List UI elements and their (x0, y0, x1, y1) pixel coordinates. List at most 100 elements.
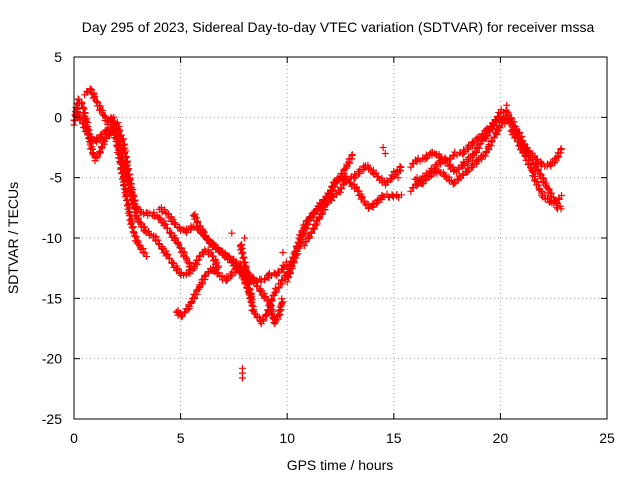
data-point (337, 185, 345, 192)
data-point (372, 169, 380, 177)
series-track-m (507, 126, 566, 207)
data-point (88, 133, 96, 141)
data-point (166, 254, 174, 262)
x-tick-label: 10 (279, 430, 295, 446)
data-point (214, 243, 222, 251)
data-point (384, 178, 392, 186)
data-point (518, 144, 526, 152)
data-point (200, 229, 208, 237)
y-axis-label: SDTVAR / TECUs (5, 182, 21, 294)
x-axis-label: GPS time / hours (287, 457, 394, 473)
data-point (262, 293, 270, 301)
data-point (534, 166, 542, 174)
data-point (533, 155, 541, 163)
series-track-n (379, 101, 526, 182)
data-point (409, 160, 417, 168)
data-point (374, 173, 382, 181)
data-point (310, 209, 318, 217)
y-tick-label: -20 (42, 351, 62, 367)
data-point (542, 181, 550, 189)
chart-title: Day 295 of 2023, Sidereal Day-to-day VTE… (82, 19, 595, 35)
x-tick-labels: 0 5 10 15 20 25 (70, 430, 615, 446)
data-point (373, 172, 381, 180)
data-point (440, 171, 448, 179)
data-point (213, 259, 221, 267)
data-point (284, 273, 292, 281)
data-point (219, 249, 227, 257)
data-point (171, 219, 179, 227)
data-point (238, 249, 246, 257)
x-tick-label: 20 (493, 430, 509, 446)
y-tick-label: 0 (54, 109, 62, 125)
y-tick-label: -25 (42, 411, 62, 427)
data-point (111, 118, 119, 126)
data-point (184, 306, 192, 314)
data-point (348, 152, 356, 160)
data-point (481, 152, 489, 160)
data-point (120, 165, 128, 173)
data-point (396, 163, 404, 171)
data-point (276, 307, 284, 315)
data-point (77, 115, 85, 123)
data-point (78, 119, 86, 127)
data-point (558, 192, 566, 200)
data-point (288, 263, 296, 271)
data-point (353, 183, 361, 191)
data-point (526, 163, 534, 171)
data-point (123, 177, 131, 185)
data-point (297, 236, 305, 244)
data-point (239, 254, 247, 262)
data-point (262, 311, 270, 319)
data-point (289, 258, 297, 266)
data-point (483, 131, 491, 139)
y-tick-label: -5 (50, 170, 63, 186)
plot-frame (73, 56, 608, 420)
data-point (242, 270, 250, 278)
data-point (501, 113, 509, 121)
data-point (232, 260, 240, 268)
data-point (244, 281, 252, 289)
x-tick-label: 15 (386, 430, 402, 446)
y-tick-label: -10 (42, 230, 62, 246)
data-point (194, 218, 202, 226)
data-point (557, 205, 565, 213)
y-tick-label: 5 (54, 49, 62, 65)
data-point (447, 155, 455, 163)
x-tick-label: 25 (599, 430, 615, 446)
data-point (450, 178, 458, 186)
data-point (358, 194, 366, 202)
data-point (131, 232, 139, 240)
data-point (189, 266, 197, 274)
data-point (164, 251, 172, 259)
data-point (233, 263, 241, 271)
data-point (271, 270, 279, 278)
data-point (267, 296, 275, 304)
data-point (205, 235, 213, 243)
data-point (214, 269, 222, 277)
data-point (179, 247, 187, 255)
data-point (455, 165, 463, 173)
data-point (154, 236, 162, 244)
data-point (182, 255, 190, 263)
data-point (488, 138, 496, 146)
data-point (172, 235, 180, 243)
data-point (162, 220, 170, 228)
data-point (459, 171, 467, 179)
data-point (473, 157, 481, 165)
data-point (228, 229, 236, 237)
data-point (487, 137, 495, 145)
data-point (276, 303, 284, 311)
data-point (80, 105, 88, 113)
data-point (156, 214, 164, 222)
data-point (302, 238, 310, 246)
data-point (240, 258, 248, 266)
data-point (129, 199, 137, 207)
data-point (136, 206, 144, 214)
data-point (309, 208, 317, 216)
data-point (446, 154, 454, 162)
data-point (334, 174, 342, 182)
data-point (247, 297, 255, 305)
data-point (196, 222, 204, 230)
data-point (278, 295, 286, 303)
data-point (96, 148, 104, 156)
